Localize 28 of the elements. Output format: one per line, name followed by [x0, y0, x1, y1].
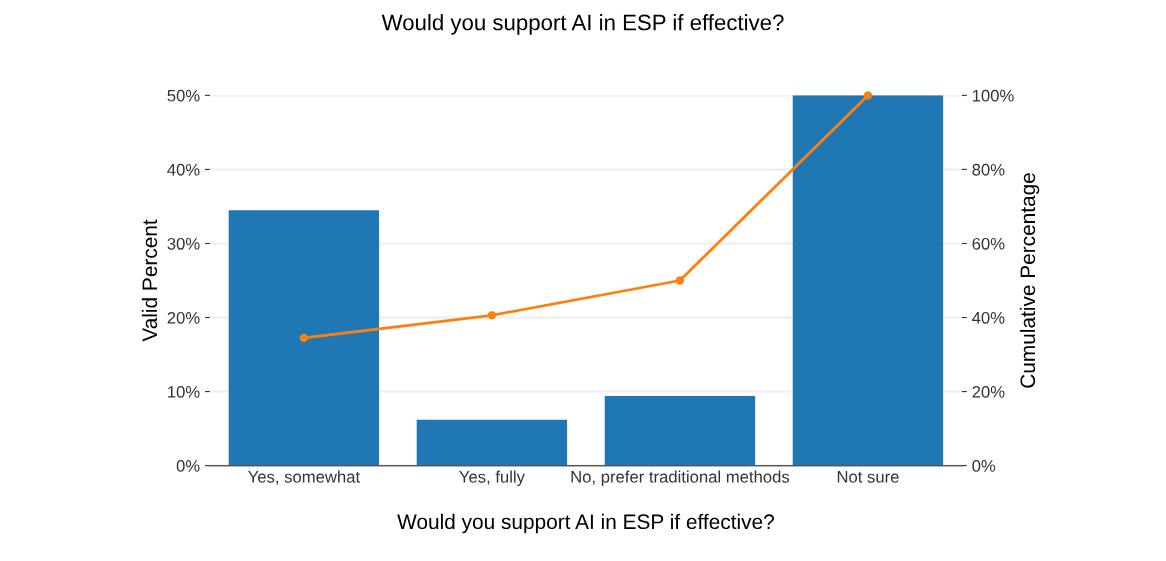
- y2-tick-label: 60%: [972, 237, 1005, 250]
- y-tick-label: 10%: [168, 385, 200, 398]
- x-tick-label: No, prefer traditional methods: [571, 470, 790, 487]
- point: [299, 333, 309, 343]
- x-tick-label: Yes, somewhat: [248, 470, 360, 485]
- y2-tick-label: 20%: [972, 385, 1005, 398]
- y-tick-label: 20%: [167, 311, 200, 324]
- x-tick-label: Not sure: [837, 471, 899, 483]
- x-axis-title: Would you support AI in ESP if effective?: [397, 513, 774, 534]
- bar: [792, 95, 944, 466]
- y-axis-title: Valid Percent: [141, 219, 158, 342]
- bar: [604, 396, 756, 466]
- y-tick-label: 50%: [167, 89, 200, 102]
- x-tick-label: Yes, fully: [459, 470, 525, 487]
- point: [487, 311, 497, 320]
- y2-tick-label: 0%: [972, 460, 996, 472]
- y2-axis-title: Cumulative Percentage: [1019, 173, 1040, 388]
- y2-tick-label: 40%: [972, 311, 1005, 324]
- bar: [228, 210, 380, 466]
- point: [675, 276, 685, 285]
- chart-title: Would you support AI in ESP if effective?: [381, 14, 784, 35]
- point: [863, 91, 873, 100]
- bar: [416, 419, 568, 466]
- y-tick-label: 0%: [176, 460, 200, 472]
- y-tick-label: 30%: [167, 237, 200, 250]
- y2-tick-label: 100%: [972, 89, 1014, 102]
- y-tick-label: 40%: [167, 163, 200, 176]
- y2-tick-label: 80%: [972, 163, 1005, 176]
